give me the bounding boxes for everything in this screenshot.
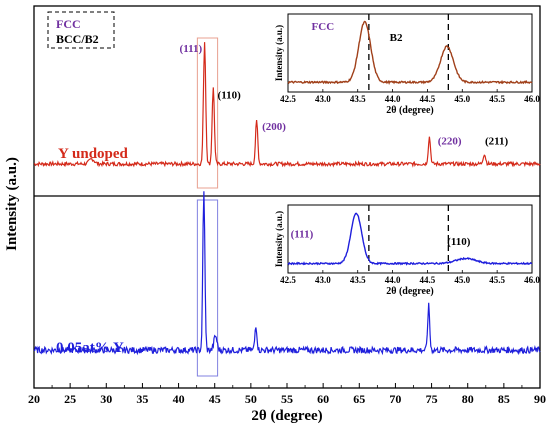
panel-005at-y xyxy=(33,191,541,377)
inset-tick-label: 43.5 xyxy=(350,94,366,104)
spectrum-line xyxy=(33,42,541,168)
inset-peak-label: (111) xyxy=(291,229,314,241)
inset-tick-label: 42.5 xyxy=(280,275,296,285)
inset-y-undoped: 42.5 43.0 43.5 44.0 44.5 45.0 45.5 46.0 2θ (degr… xyxy=(274,13,540,116)
x-tick-label: 80 xyxy=(462,392,474,406)
x-tick-label: 25 xyxy=(64,392,76,406)
inset-tick-label: 43.0 xyxy=(315,275,331,285)
x-tick-label: 60 xyxy=(317,392,329,406)
x-axis: 20 25 30 35 40 45 50 55 60 65 70 75 80 85 90 xyxy=(28,383,546,406)
x-tick-label: 70 xyxy=(389,392,401,406)
x-axis-label: 2θ (degree) xyxy=(251,408,322,424)
inset-tick-label: 46.0 xyxy=(524,94,540,104)
x-tick-label: 30 xyxy=(100,392,112,406)
inset-tick-label: 45.5 xyxy=(489,94,505,104)
series-name-y-undoped: Y undoped xyxy=(58,146,129,162)
legend-entry-bcc-b2: BCC/B2 xyxy=(56,32,99,46)
inset-005at-y: 42.5 43.0 43.5 44.0 44.5 45.0 45.5 46.0 2θ (degr… xyxy=(274,204,540,297)
inset-tick-label: 45.5 xyxy=(489,275,505,285)
inset-frame xyxy=(287,204,533,274)
series-name-005at-y: 0.05at% Y xyxy=(56,340,124,356)
inset-tick-label: 44.5 xyxy=(420,275,436,285)
inset-tick-label: 42.5 xyxy=(280,94,296,104)
inset-peak-label: B2 xyxy=(390,32,403,44)
peak-label: (110) xyxy=(218,89,242,101)
y-axis-label: Intensity (a.u.) xyxy=(4,157,20,251)
inset-frame xyxy=(287,13,533,93)
peak-label: (111) xyxy=(180,43,203,55)
x-tick-label: 75 xyxy=(426,392,438,406)
x-tick-label: 90 xyxy=(534,392,546,406)
inset-y-label: Intensity (a.u.) xyxy=(274,25,284,81)
inset-curve xyxy=(287,20,533,85)
legend: FCC BCC/B2 xyxy=(47,11,115,49)
inset-x-label: 2θ (degree) xyxy=(386,105,434,116)
inset-peak-label: (110) xyxy=(447,236,471,248)
highlight-box xyxy=(196,199,219,377)
peak-label: (220) xyxy=(438,136,462,148)
x-tick-label: 85 xyxy=(498,392,510,406)
inset-peak-label: FCC xyxy=(312,21,335,33)
x-tick-label: 40 xyxy=(173,392,185,406)
x-tick-label: 35 xyxy=(136,392,148,406)
highlight-box xyxy=(196,37,219,189)
peak-label: (211) xyxy=(485,136,509,148)
inset-tick-label: 45.0 xyxy=(454,275,470,285)
inset-tick-label: 46.0 xyxy=(524,275,540,285)
inset-y-label: Intensity (a.u.) xyxy=(274,211,284,267)
x-tick-label: 65 xyxy=(353,392,365,406)
inset-curve xyxy=(287,212,533,266)
peak-label: (200) xyxy=(262,121,286,133)
panel-y-undoped: (111) (110) (200) (220) (211) xyxy=(33,37,541,189)
x-tick-label: 50 xyxy=(245,392,257,406)
inset-tick-label: 44.5 xyxy=(420,94,436,104)
inset-x-label: 2θ (degree) xyxy=(386,286,434,297)
legend-entry-fcc: FCC xyxy=(56,17,81,31)
inset-tick-label: 43.0 xyxy=(315,94,331,104)
x-tick-label: 20 xyxy=(28,392,40,406)
inset-tick-label: 44.0 xyxy=(385,94,401,104)
legend-box xyxy=(47,11,115,49)
inset-tick-label: 45.0 xyxy=(454,94,470,104)
x-tick-label: 55 xyxy=(281,392,293,406)
spectrum-line xyxy=(33,191,541,356)
inset-tick-label: 44.0 xyxy=(385,275,401,285)
inset-tick-label: 43.5 xyxy=(350,275,366,285)
x-tick-label: 45 xyxy=(209,392,221,406)
